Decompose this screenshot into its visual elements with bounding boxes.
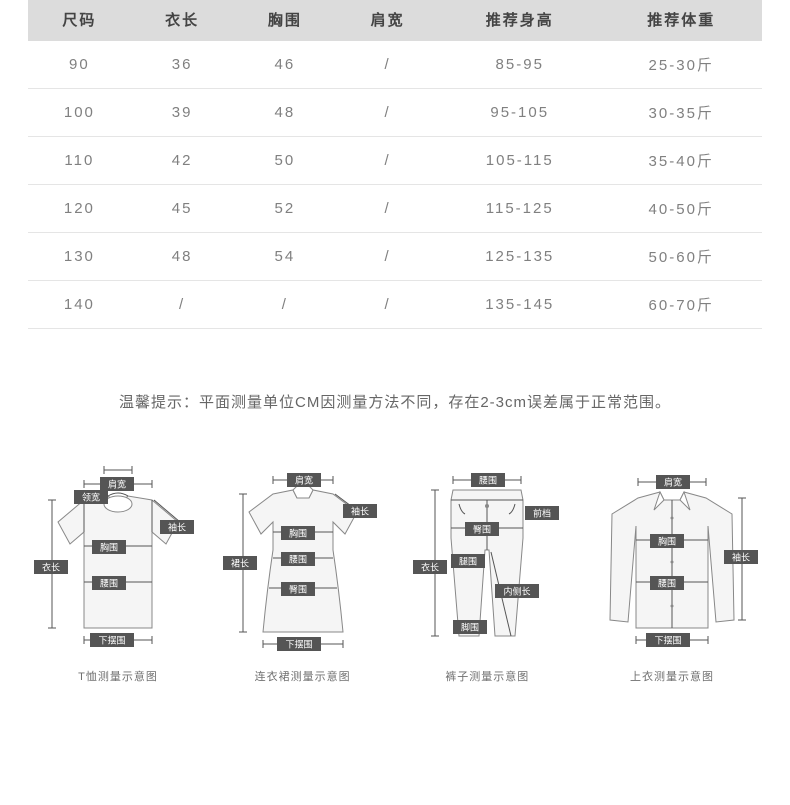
table-cell: / (336, 184, 439, 232)
svg-text:腰围: 腰围 (289, 554, 307, 564)
diagram-dress: 肩宽 袖长 胸围 裙长 腰围 臀围 下摆围 连衣裙测量示意图 (215, 460, 391, 684)
table-cell: / (131, 280, 234, 328)
svg-text:臀围: 臀围 (289, 584, 307, 594)
size-chart-table: 尺码 衣长 胸围 肩宽 推荐身高 推荐体重 903646/85-9525-30斤… (28, 0, 762, 329)
table-row: 140///135-14560-70斤 (28, 280, 762, 328)
col-height: 推荐身高 (439, 0, 600, 40)
table-cell: 46 (234, 40, 337, 88)
caption-pants: 裤子测量示意图 (445, 668, 529, 684)
svg-text:肩宽: 肩宽 (295, 474, 313, 485)
table-cell: 95-105 (439, 88, 600, 136)
size-chart-header-row: 尺码 衣长 胸围 肩宽 推荐身高 推荐体重 (28, 0, 762, 40)
table-cell: 42 (131, 136, 234, 184)
table-cell: 50 (234, 136, 337, 184)
svg-text:衣长: 衣长 (421, 561, 439, 572)
table-cell: / (336, 40, 439, 88)
col-size: 尺码 (28, 0, 131, 40)
table-cell: 125-135 (439, 232, 600, 280)
svg-text:肩宽: 肩宽 (108, 478, 126, 489)
table-row: 1003948/95-10530-35斤 (28, 88, 762, 136)
table-cell: 54 (234, 232, 337, 280)
caption-tshirt: T恤测量示意图 (78, 668, 158, 684)
diagram-shirt: 肩宽 胸围 袖长 腰围 下摆围 上衣测量示意图 (584, 460, 760, 684)
table-cell: 36 (131, 40, 234, 88)
table-cell: 45 (131, 184, 234, 232)
svg-text:下摆围: 下摆围 (285, 638, 312, 649)
diagram-row: 肩宽 领宽 袖长 胸围 衣长 腰围 下摆围 T恤测量示意图 (28, 460, 762, 684)
table-row: 1204552/115-12540-50斤 (28, 184, 762, 232)
table-cell: 120 (28, 184, 131, 232)
table-row: 1104250/105-11535-40斤 (28, 136, 762, 184)
svg-text:下摆围: 下摆围 (98, 634, 125, 645)
table-cell: / (336, 136, 439, 184)
table-cell: 52 (234, 184, 337, 232)
svg-text:裙长: 裙长 (231, 557, 249, 568)
table-cell: 85-95 (439, 40, 600, 88)
table-cell: 140 (28, 280, 131, 328)
svg-text:袖长: 袖长 (351, 505, 369, 516)
svg-text:胸围: 胸围 (100, 541, 118, 552)
table-cell: 135-145 (439, 280, 600, 328)
table-cell: 35-40斤 (600, 136, 762, 184)
svg-text:臀围: 臀围 (473, 524, 491, 534)
table-cell: 40-50斤 (600, 184, 762, 232)
svg-text:腰围: 腰围 (100, 578, 118, 588)
tip-text: 温馨提示：平面测量单位CM因测量方法不同，存在2-3cm误差属于正常范围。 (28, 391, 762, 412)
diagram-tshirt: 肩宽 领宽 袖长 胸围 衣长 腰围 下摆围 T恤测量示意图 (30, 460, 206, 684)
svg-text:肩宽: 肩宽 (664, 476, 682, 487)
svg-text:衣长: 衣长 (42, 561, 60, 572)
svg-text:腰围: 腰围 (479, 475, 497, 485)
svg-text:前档: 前档 (533, 507, 551, 518)
table-cell: 39 (131, 88, 234, 136)
table-cell: 105-115 (439, 136, 600, 184)
table-cell: / (336, 280, 439, 328)
svg-text:内侧长: 内侧长 (504, 585, 531, 596)
table-cell: 130 (28, 232, 131, 280)
svg-text:袖长: 袖长 (168, 521, 186, 532)
table-row: 1304854/125-13550-60斤 (28, 232, 762, 280)
table-cell: 25-30斤 (600, 40, 762, 88)
svg-text:脚围: 脚围 (461, 622, 479, 632)
diagram-pants: 腰围 前档 臀围 腿围 内侧长 衣长 脚围 裤子测量示意图 (399, 460, 575, 684)
svg-text:袖长: 袖长 (732, 551, 750, 562)
svg-text:下摆围: 下摆围 (654, 634, 681, 645)
table-cell: 60-70斤 (600, 280, 762, 328)
table-row: 903646/85-9525-30斤 (28, 40, 762, 88)
svg-text:腿围: 腿围 (459, 556, 477, 566)
table-cell: / (336, 88, 439, 136)
col-shoulder: 肩宽 (336, 0, 439, 40)
table-cell: 50-60斤 (600, 232, 762, 280)
col-length: 衣长 (131, 0, 234, 40)
svg-text:胸围: 胸围 (658, 535, 676, 546)
table-cell: 115-125 (439, 184, 600, 232)
col-weight: 推荐体重 (600, 0, 762, 40)
svg-text:领宽: 领宽 (82, 491, 100, 502)
caption-dress: 连衣裙测量示意图 (255, 668, 351, 684)
table-cell: 90 (28, 40, 131, 88)
table-cell: 30-35斤 (600, 88, 762, 136)
svg-text:胸围: 胸围 (289, 527, 307, 538)
table-cell: 110 (28, 136, 131, 184)
table-cell: / (336, 232, 439, 280)
table-cell: 48 (234, 88, 337, 136)
table-cell: 100 (28, 88, 131, 136)
caption-shirt: 上衣测量示意图 (630, 668, 714, 684)
table-cell: / (234, 280, 337, 328)
col-chest: 胸围 (234, 0, 337, 40)
table-cell: 48 (131, 232, 234, 280)
svg-text:腰围: 腰围 (658, 578, 676, 588)
